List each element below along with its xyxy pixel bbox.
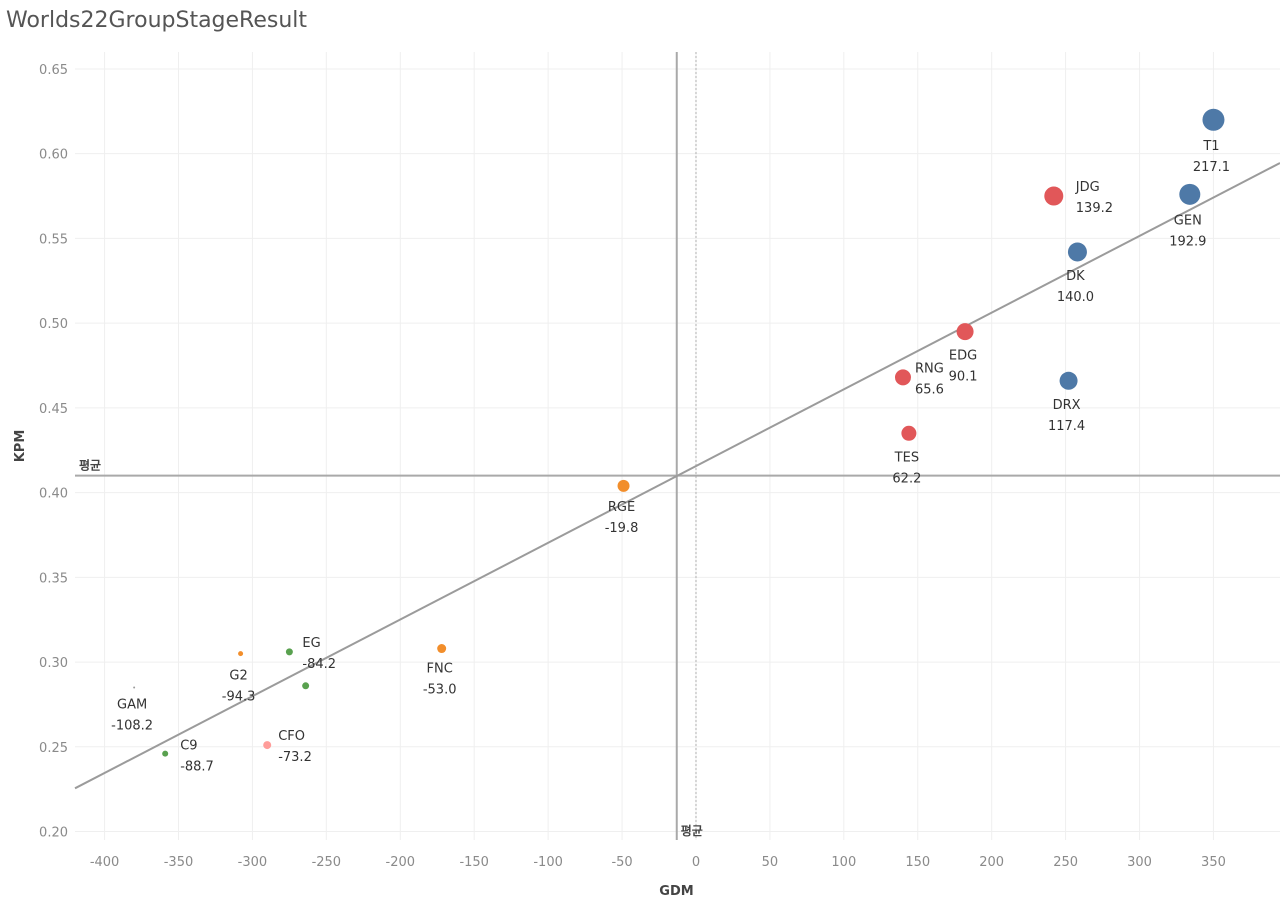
x-tick-label: 150 [905, 855, 930, 870]
point-team-label: DK [1066, 269, 1085, 284]
point-team-label: TES [894, 450, 919, 465]
x-tick-label: -250 [312, 855, 342, 870]
data-point [901, 425, 917, 441]
point-team-label: GEN [1174, 213, 1202, 228]
point-team-label: EG [302, 636, 320, 651]
point-team-label: G2 [229, 669, 247, 684]
data-point [617, 479, 630, 492]
x-tick-label: 100 [831, 855, 856, 870]
point-value-label: 90.1 [949, 370, 978, 385]
y-tick-label: 0.35 [39, 571, 68, 586]
x-tick-label: 300 [1127, 855, 1152, 870]
trend-line [74, 162, 1280, 790]
x-tick-label: -50 [611, 855, 632, 870]
data-point [1179, 183, 1201, 205]
point-team-label: RGE [608, 500, 635, 515]
y-tick-label: 0.45 [39, 402, 68, 417]
point-team-label: FNC [427, 662, 453, 677]
point-team-label: RNG [915, 361, 944, 376]
x-tick-label: 50 [762, 855, 779, 870]
point-value-label: 140.0 [1057, 290, 1094, 305]
data-point [263, 741, 272, 750]
point-team-label: EDG [949, 349, 977, 364]
x-tick-label: -400 [90, 855, 120, 870]
point-team-label: C9 [180, 739, 197, 754]
y-tick-label: 0.55 [39, 232, 68, 247]
x-tick-label: -150 [459, 855, 489, 870]
data-point [894, 369, 911, 386]
data-point [1044, 186, 1064, 206]
x-tick-label: -350 [164, 855, 194, 870]
point-team-label: CFO [278, 729, 305, 744]
y-average-label: 평균 [79, 459, 101, 473]
x-axis-title: GDM [659, 884, 693, 899]
point-value-label: 117.4 [1048, 419, 1085, 434]
point-value-label: 62.2 [892, 471, 921, 486]
point-value-label: 192.9 [1169, 234, 1206, 249]
point-team-label: GAM [117, 697, 147, 712]
data-point [238, 651, 244, 657]
y-axis-title: KPM [13, 430, 28, 463]
point-value-label: 217.1 [1193, 160, 1230, 175]
data-point [285, 648, 293, 656]
data-point [1202, 108, 1225, 131]
point-team-label: DRX [1053, 398, 1081, 413]
data-point [956, 323, 974, 341]
data-point [437, 644, 447, 654]
point-value-label: -19.8 [605, 521, 639, 536]
data-point [1059, 371, 1078, 390]
point-value-label: -84.2 [302, 657, 336, 672]
point-value-label: -53.0 [423, 683, 457, 698]
y-tick-label: 0.50 [39, 317, 68, 332]
x-tick-label: 0 [692, 855, 700, 870]
y-tick-label: 0.60 [39, 148, 68, 163]
x-tick-label: -300 [238, 855, 268, 870]
chart-title: Worlds22GroupStageResult [6, 8, 308, 33]
x-tick-label: 200 [979, 855, 1004, 870]
data-point [1067, 242, 1087, 262]
point-team-label: T1 [1202, 139, 1219, 154]
point-value-label: -94.3 [222, 690, 256, 705]
y-tick-label: 0.30 [39, 656, 68, 671]
x-tick-label: 250 [1053, 855, 1078, 870]
x-average-label: 평균 [681, 824, 703, 838]
y-tick-label: 0.65 [39, 63, 68, 78]
data-point [133, 686, 136, 689]
y-tick-label: 0.20 [39, 826, 68, 841]
x-tick-label: -200 [386, 855, 416, 870]
y-tick-label: 0.25 [39, 741, 68, 756]
data-point [302, 682, 310, 690]
x-tick-label: -100 [533, 855, 563, 870]
point-value-label: -73.2 [278, 750, 312, 765]
data-point [162, 750, 169, 757]
point-value-label: 139.2 [1076, 201, 1113, 216]
point-team-label: JDG [1075, 180, 1100, 195]
x-tick-label: 350 [1201, 855, 1226, 870]
point-value-label: -108.2 [111, 718, 153, 733]
y-tick-label: 0.40 [39, 487, 68, 502]
point-value-label: -88.7 [180, 760, 214, 775]
point-value-label: 65.6 [915, 382, 944, 397]
